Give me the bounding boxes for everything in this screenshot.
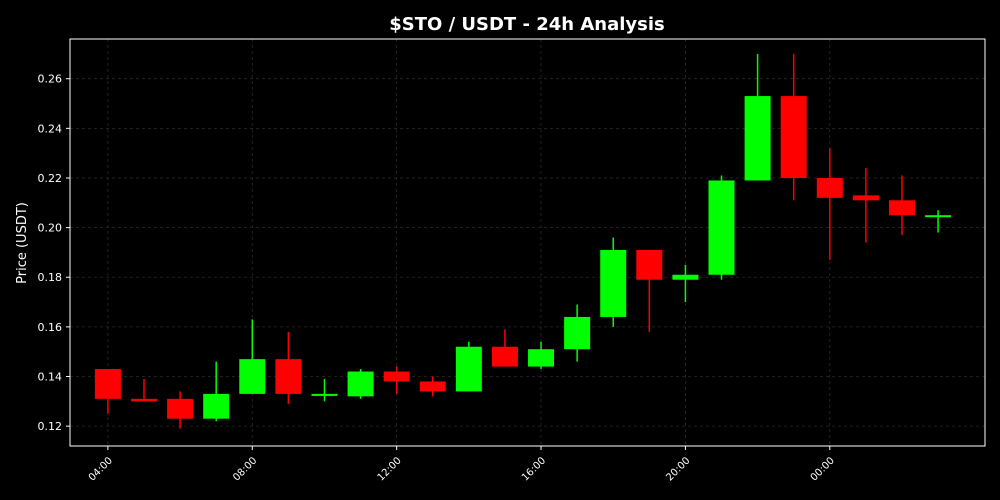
candle-down — [852, 168, 879, 243]
candle-body — [94, 369, 121, 399]
candle-down — [94, 369, 121, 414]
candle-body — [311, 393, 338, 396]
candle-up — [347, 369, 374, 399]
candle-down — [383, 366, 410, 394]
candle-up — [311, 378, 338, 402]
candle-body — [852, 195, 879, 201]
candle-down — [491, 329, 518, 367]
candle-body — [636, 249, 663, 280]
candle-body — [744, 96, 771, 181]
candle-body — [780, 96, 807, 178]
y-tick-label: 0.20 — [38, 222, 63, 235]
candle-up — [672, 264, 699, 303]
candle-body — [528, 349, 555, 367]
candle-up — [600, 237, 627, 327]
candle-up — [925, 210, 952, 233]
candle-body — [419, 381, 446, 392]
candle-body — [491, 346, 518, 367]
candle-body — [816, 177, 843, 198]
candle-up — [528, 341, 555, 370]
y-tick-label: 0.14 — [38, 371, 63, 384]
y-tick-label: 0.24 — [38, 122, 63, 135]
y-tick-label: 0.22 — [38, 172, 63, 185]
chart-title: $STO / USDT - 24h Analysis — [389, 14, 665, 35]
candle-body — [672, 274, 699, 280]
candle-up — [203, 361, 230, 422]
candle-body — [239, 359, 266, 394]
candle-down — [780, 53, 807, 201]
y-tick-label: 0.12 — [38, 420, 63, 433]
candle-body — [347, 371, 374, 397]
candle-down — [419, 376, 446, 397]
candle-body — [888, 200, 915, 216]
candle-up — [455, 341, 482, 392]
candle-up — [708, 175, 735, 280]
candle-down — [167, 391, 194, 429]
candle-down — [888, 175, 915, 236]
candle-down — [130, 378, 157, 402]
candle-body — [167, 398, 194, 419]
candle-up — [744, 53, 771, 181]
candle-body — [275, 359, 302, 394]
candle-body — [708, 180, 735, 275]
candle-down — [816, 148, 843, 260]
candle-body — [600, 249, 627, 317]
grid-lines — [70, 39, 985, 446]
candle-up — [239, 319, 266, 394]
candle-body — [564, 316, 591, 350]
candle-down — [275, 331, 302, 404]
y-tick-label: 0.16 — [38, 321, 63, 334]
candle-down — [636, 249, 663, 332]
candle-body — [455, 346, 482, 392]
plot-frame — [69, 38, 986, 447]
y-tick-label: 0.18 — [38, 271, 63, 284]
candle-up — [564, 304, 591, 362]
candles — [94, 53, 952, 429]
candle-body — [925, 215, 952, 218]
y-tick-label: 0.26 — [38, 73, 63, 86]
candle-body — [203, 393, 230, 419]
y-axis-label: Price (USDT) — [15, 202, 30, 284]
candle-body — [130, 398, 157, 402]
candle-body — [383, 371, 410, 382]
